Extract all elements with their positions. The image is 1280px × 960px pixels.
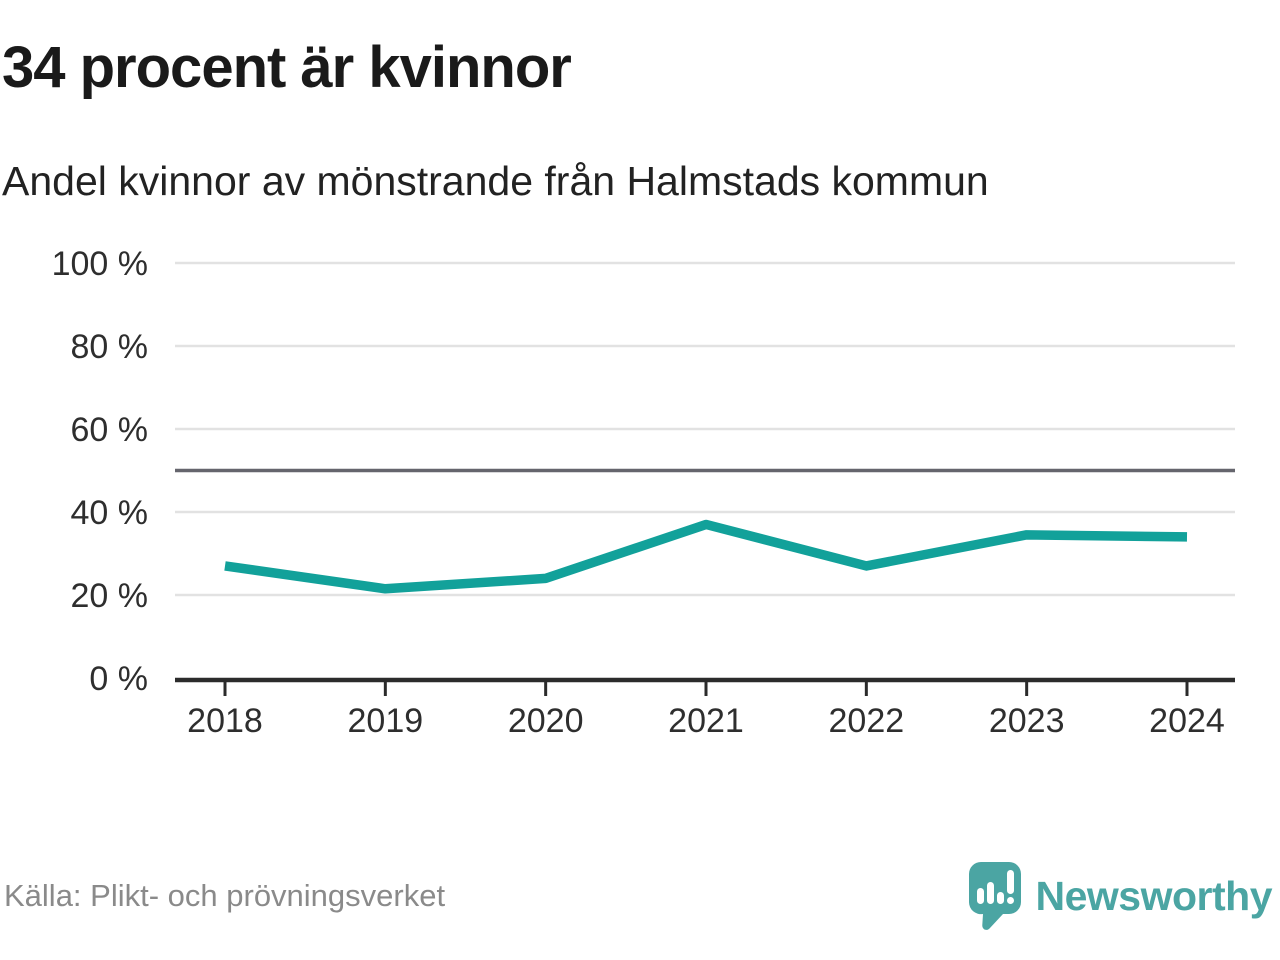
y-tick-label: 40 % <box>71 494 149 532</box>
x-tick-label: 2019 <box>348 702 424 740</box>
x-tick-label: 2023 <box>989 702 1065 740</box>
logo-exclamation-dot <box>1006 897 1014 904</box>
logo-bar-3 <box>996 892 1004 904</box>
logo-bar-1 <box>976 888 984 904</box>
chart-title: 34 procent är kvinnor <box>2 35 572 100</box>
y-tick-label: 80 % <box>71 328 149 366</box>
x-tick-label: 2024 <box>1149 702 1225 740</box>
source-note: Källa: Plikt- och prövningsverket <box>4 878 446 913</box>
logo-bar-2 <box>986 882 994 904</box>
logo-exclamation-bar <box>1006 870 1014 894</box>
data-line <box>224 519 1188 594</box>
x-tick-label: 2022 <box>829 702 905 740</box>
newsworthy-logo-icon <box>968 862 1021 930</box>
chart-footer: Källa: Plikt- och prövningsverket Newswo… <box>0 854 1280 938</box>
y-tick-label: 0 % <box>89 660 148 698</box>
line-chart: 0 % 20 % 40 % 60 % 80 % 100 % 2018 2019 2020 2021… <box>52 245 1235 740</box>
y-tick-label: 100 % <box>52 245 148 283</box>
x-tick-label: 2018 <box>187 702 263 740</box>
newsworthy-wordmark: Newsworthy <box>1035 872 1273 919</box>
newsworthy-logo: Newsworthy <box>968 861 1273 931</box>
x-tick-label: 2020 <box>508 702 584 740</box>
chart-subtitle: Andel kvinnor av mönstrande från Halmsta… <box>2 158 989 204</box>
y-tick-label: 60 % <box>71 411 149 449</box>
y-tick-label: 20 % <box>71 577 149 615</box>
x-tick-label: 2021 <box>668 702 744 740</box>
